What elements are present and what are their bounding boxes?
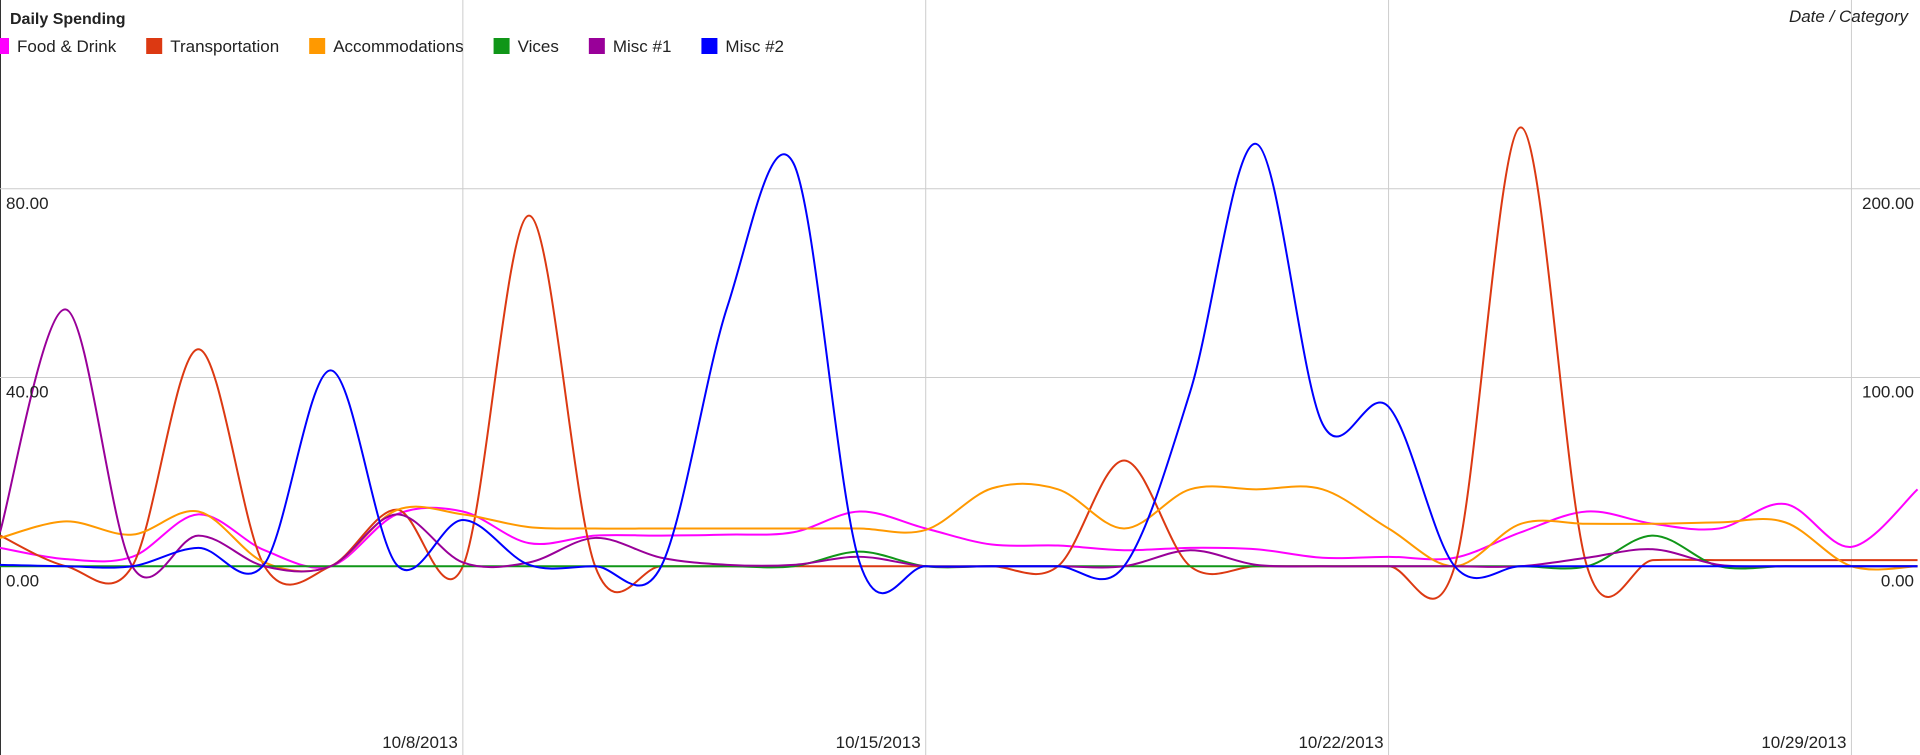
legend-label: Misc #1 [613,37,672,56]
y-tick-label: 0.00 [6,571,39,590]
legend-label: Misc #2 [725,37,784,56]
series-line [0,488,1919,569]
legend-label: Food & Drink [17,37,117,56]
legend-label: Accommodations [333,37,463,56]
legend-swatch [493,38,510,54]
legend: Food & Drink Transportation Accommodations… [0,37,784,56]
series-lines [0,126,1919,600]
legend-swatch [588,38,605,54]
series-line [0,142,1918,594]
y2-tick-label: 100.00 [1862,383,1914,402]
series-line [0,534,1918,570]
series-line [0,126,1918,600]
axis-labels: 0.00 40.00 80.00 0.00 100.00 200.00 10/8/2013 1… [6,194,1914,752]
x-tick-label: 10/8/2013 [382,733,458,752]
x-tick-label: 10/15/2013 [836,733,921,752]
x-tick-label: 10/22/2013 [1298,733,1383,752]
legend-swatch [146,38,163,54]
legend-swatch [701,38,718,54]
legend-swatch [0,38,9,54]
y2-tick-label: 0.00 [1881,571,1914,590]
legend-label: Transportation [170,37,279,56]
y2-tick-label: 200.00 [1862,194,1914,213]
legend-label: Vices [518,37,559,56]
series-line [0,308,1918,579]
y-tick-label: 80.00 [6,194,49,213]
legend-swatch [309,38,326,54]
x-axis-title: Date / Category [1789,7,1910,26]
chart-title: Daily Spending [10,11,126,28]
y-tick-label: 40.00 [6,383,49,402]
x-tick-label: 10/29/2013 [1761,733,1846,752]
